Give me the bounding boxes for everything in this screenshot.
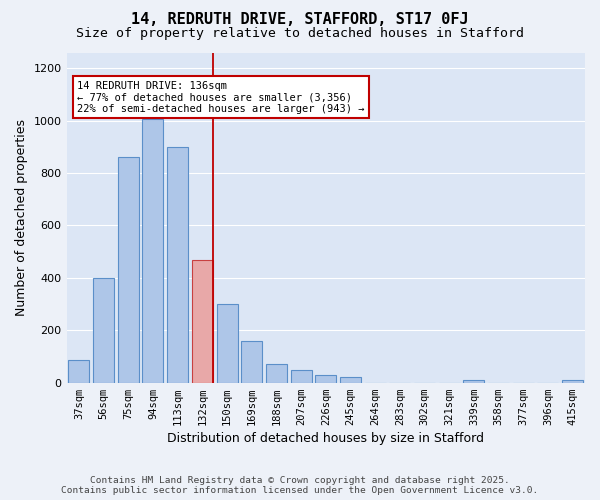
Bar [463,380,484,382]
Bar [340,378,361,382]
Bar [315,375,336,382]
Bar [241,341,262,382]
Text: 14, REDRUTH DRIVE, STAFFORD, ST17 0FJ: 14, REDRUTH DRIVE, STAFFORD, ST17 0FJ [131,12,469,28]
Bar [118,158,139,382]
Bar [266,364,287,382]
Bar [192,260,213,382]
Bar [290,370,311,382]
Bar [562,380,583,382]
Bar [68,360,89,382]
X-axis label: Distribution of detached houses by size in Stafford: Distribution of detached houses by size … [167,432,484,445]
Bar [217,304,238,382]
Bar [167,147,188,382]
Text: 14 REDRUTH DRIVE: 136sqm
← 77% of detached houses are smaller (3,356)
22% of sem: 14 REDRUTH DRIVE: 136sqm ← 77% of detach… [77,80,364,114]
Bar [93,278,114,382]
Bar [142,120,163,382]
Text: Contains HM Land Registry data © Crown copyright and database right 2025.
Contai: Contains HM Land Registry data © Crown c… [61,476,539,495]
Y-axis label: Number of detached properties: Number of detached properties [15,119,28,316]
Text: Size of property relative to detached houses in Stafford: Size of property relative to detached ho… [76,28,524,40]
